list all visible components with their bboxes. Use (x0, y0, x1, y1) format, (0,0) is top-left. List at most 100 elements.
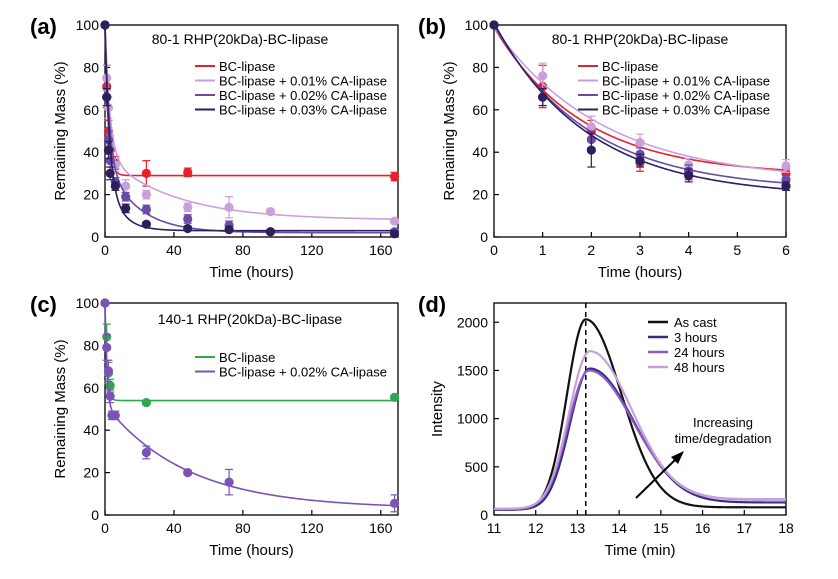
gpc-trace (494, 350, 786, 510)
data-point (781, 161, 791, 171)
data-point (183, 468, 193, 478)
y-axis-label: Remaining Mass (%) (52, 339, 69, 478)
panel-c-mass-loss-chart: 0 40 80 120 160 0 20 40 60 80 100 Time (hours) Remai… (30, 292, 400, 559)
data-point (100, 20, 110, 30)
data-point (781, 181, 791, 191)
data-point (538, 92, 548, 102)
data-point (586, 145, 596, 155)
annotation-arrow-head (671, 451, 684, 464)
data-point (105, 156, 115, 166)
data-point (141, 168, 151, 178)
fit-curve (104, 25, 395, 234)
x-tick-label: 40 (166, 242, 182, 258)
legend-label: BC-lipase + 0.02% CA-lipase (602, 88, 770, 103)
y-tick-label: 60 (472, 102, 488, 118)
x-tick-label: 1 (539, 242, 547, 258)
data-point (103, 145, 114, 155)
y-tick-label: 0 (480, 507, 488, 523)
y-tick-label: 1500 (457, 362, 488, 378)
panel-label: (d) (418, 292, 446, 317)
legend-label: 48 hours (674, 360, 725, 375)
data-point (389, 392, 400, 402)
legend-label: 24 hours (674, 345, 725, 360)
legend-label: BC-lipase + 0.02% CA-lipase (219, 88, 387, 103)
data-point (110, 410, 120, 420)
legend-label: BC-lipase + 0.03% CA-lipase (219, 103, 387, 118)
x-tick-label: 80 (235, 520, 251, 536)
x-tick-label: 11 (487, 520, 502, 536)
data-point (224, 224, 234, 235)
panel-label: (a) (30, 14, 57, 39)
data-point (100, 298, 110, 308)
x-tick-label: 120 (300, 242, 324, 258)
x-tick-label: 13 (570, 520, 586, 536)
data-point (265, 227, 276, 237)
panel-a-mass-loss-chart: 0 40 80 120 160 0 20 40 60 80 100 Time (hours) Remai… (30, 14, 400, 281)
x-tick-label: 6 (782, 242, 790, 258)
data-point (141, 219, 151, 229)
x-axis-label: Time (min) (604, 542, 675, 559)
x-tick-label: 5 (733, 242, 741, 258)
legend-label: BC-lipase + 0.02% CA-lipase (219, 365, 387, 380)
data-point (183, 214, 193, 224)
plot-frame (104, 302, 399, 516)
x-tick-label: 12 (528, 520, 544, 536)
x-tick-label: 0 (490, 242, 498, 258)
y-tick-label: 1000 (457, 411, 488, 427)
y-tick-label: 40 (472, 144, 488, 160)
legend-label: BC-lipase + 0.03% CA-lipase (602, 103, 770, 118)
legend-label: 3 hours (674, 330, 718, 345)
data-point (102, 92, 112, 102)
data-point (105, 168, 115, 178)
x-tick-label: 40 (166, 520, 182, 536)
data-point (105, 391, 115, 401)
x-tick-label: 3 (636, 242, 644, 258)
data-point (538, 71, 548, 81)
x-tick-label: 14 (611, 520, 627, 536)
plot-frame (493, 24, 787, 238)
data-point (489, 20, 499, 30)
y-axis-label: Remaining Mass (%) (52, 61, 69, 200)
x-tick-label: 0 (101, 242, 109, 258)
y-tick-label: 60 (83, 102, 99, 118)
y-tick-label: 80 (83, 59, 99, 75)
data-point (141, 204, 151, 215)
data-point (102, 342, 112, 353)
data-point (224, 202, 234, 212)
legend-label: BC-lipase + 0.01% CA-lipase (219, 74, 387, 89)
data-point (141, 447, 151, 458)
chart-title: 140-1 RHP(20kDa)-BC-lipase (158, 311, 343, 327)
y-tick-label: 80 (472, 59, 488, 75)
x-tick-label: 160 (369, 242, 393, 258)
y-tick-label: 40 (83, 422, 99, 438)
data-point (586, 122, 596, 132)
panel-d-gpc-chart: 11 12 13 14 15 16 17 18 0 500 1000 1500 2000 Time (mi… (418, 292, 794, 559)
legend-label: BC-lipase (219, 350, 275, 365)
x-tick-label: 4 (685, 242, 693, 258)
y-tick-label: 500 (465, 459, 489, 475)
chart-title: 80-1 RHP(20kDa)-BC-lipase (152, 31, 329, 47)
y-tick-label: 20 (83, 465, 99, 481)
legend-label: BC-lipase (219, 59, 275, 74)
y-tick-label: 60 (83, 380, 99, 396)
data-point (389, 171, 400, 182)
data-point (635, 138, 645, 148)
data-point (141, 190, 151, 200)
data-point (635, 156, 645, 166)
y-tick-label: 0 (91, 507, 99, 523)
y-tick-label: 40 (83, 144, 99, 160)
x-axis-label: Time (hours) (209, 264, 293, 281)
annotation-text: time/degradation (675, 431, 772, 446)
y-tick-label: 100 (76, 17, 100, 33)
data-point (389, 216, 400, 226)
y-tick-label: 100 (76, 295, 100, 311)
x-tick-label: 18 (778, 520, 794, 536)
data-point (389, 498, 400, 508)
plot-frame (493, 302, 787, 516)
chart-title: 80-1 RHP(20kDa)-BC-lipase (552, 31, 729, 47)
y-tick-label: 20 (472, 187, 488, 203)
x-tick-label: 160 (369, 520, 393, 536)
data-point (121, 192, 131, 202)
